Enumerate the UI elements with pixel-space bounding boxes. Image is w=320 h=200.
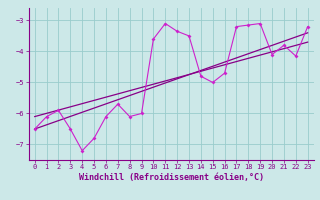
X-axis label: Windchill (Refroidissement éolien,°C): Windchill (Refroidissement éolien,°C) — [79, 173, 264, 182]
